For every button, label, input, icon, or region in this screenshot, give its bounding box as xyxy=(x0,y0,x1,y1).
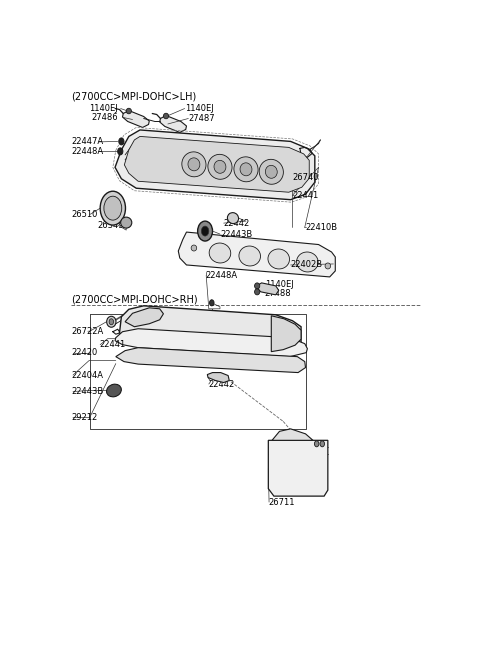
Polygon shape xyxy=(120,306,301,355)
Text: 22448A: 22448A xyxy=(205,271,237,280)
Text: 26740: 26740 xyxy=(292,173,319,182)
Polygon shape xyxy=(115,130,315,200)
Ellipse shape xyxy=(254,283,260,289)
Ellipse shape xyxy=(234,157,258,182)
Text: 22410B: 22410B xyxy=(305,223,337,232)
Polygon shape xyxy=(268,441,328,496)
Polygon shape xyxy=(116,347,305,373)
Polygon shape xyxy=(122,111,149,127)
Text: 22448A: 22448A xyxy=(71,147,103,156)
Ellipse shape xyxy=(107,384,121,397)
Text: 26722A: 26722A xyxy=(71,327,103,336)
Text: 26510: 26510 xyxy=(71,210,97,219)
Ellipse shape xyxy=(325,263,331,269)
Ellipse shape xyxy=(268,249,289,269)
Ellipse shape xyxy=(202,226,209,236)
Polygon shape xyxy=(160,116,186,133)
Ellipse shape xyxy=(119,138,124,145)
Ellipse shape xyxy=(209,243,231,263)
Text: 26711: 26711 xyxy=(268,498,295,507)
Ellipse shape xyxy=(208,155,232,179)
Text: 27487: 27487 xyxy=(188,114,215,123)
Text: (2700CC>MPI-DOHC>LH): (2700CC>MPI-DOHC>LH) xyxy=(71,92,196,102)
Polygon shape xyxy=(124,137,309,192)
Ellipse shape xyxy=(188,158,200,171)
Text: 22441: 22441 xyxy=(292,191,319,200)
Ellipse shape xyxy=(100,192,125,225)
Ellipse shape xyxy=(198,221,213,241)
Ellipse shape xyxy=(163,113,168,119)
Ellipse shape xyxy=(182,152,206,177)
Ellipse shape xyxy=(297,252,318,272)
Text: 22447A: 22447A xyxy=(71,137,103,146)
Ellipse shape xyxy=(239,246,261,266)
Polygon shape xyxy=(271,316,301,352)
Ellipse shape xyxy=(214,160,226,173)
Text: 27488: 27488 xyxy=(264,289,291,298)
Ellipse shape xyxy=(126,108,132,114)
Ellipse shape xyxy=(314,441,319,447)
Ellipse shape xyxy=(107,316,116,327)
Text: 22443B: 22443B xyxy=(71,387,103,396)
Text: 22404A: 22404A xyxy=(71,371,103,380)
Text: 1140EJ: 1140EJ xyxy=(89,104,118,113)
Ellipse shape xyxy=(320,441,324,447)
Ellipse shape xyxy=(259,159,283,184)
Ellipse shape xyxy=(109,319,114,325)
Polygon shape xyxy=(178,232,335,277)
Text: 1140EJ: 1140EJ xyxy=(264,280,293,289)
Polygon shape xyxy=(115,329,307,356)
Ellipse shape xyxy=(104,196,122,220)
Text: 27486: 27486 xyxy=(91,113,118,122)
Text: 22402B: 22402B xyxy=(290,261,323,269)
Text: 22442: 22442 xyxy=(209,380,235,389)
Ellipse shape xyxy=(118,148,123,155)
Text: 1140EJ: 1140EJ xyxy=(185,104,214,113)
Text: 22443B: 22443B xyxy=(220,230,252,239)
Text: 22442: 22442 xyxy=(224,219,250,228)
Ellipse shape xyxy=(120,217,132,228)
Polygon shape xyxy=(125,308,163,327)
Text: 29212: 29212 xyxy=(71,413,97,422)
Polygon shape xyxy=(207,373,229,382)
Text: 22441: 22441 xyxy=(99,340,125,349)
Polygon shape xyxy=(256,283,279,295)
Ellipse shape xyxy=(191,245,197,251)
Ellipse shape xyxy=(265,166,277,179)
Text: (2700CC>MPI-DOHC>RH): (2700CC>MPI-DOHC>RH) xyxy=(71,294,198,304)
Ellipse shape xyxy=(240,163,252,176)
Text: 22420: 22420 xyxy=(71,348,97,357)
Text: 26349: 26349 xyxy=(97,221,124,230)
Polygon shape xyxy=(272,429,313,441)
Ellipse shape xyxy=(210,300,214,306)
Ellipse shape xyxy=(254,289,260,295)
Ellipse shape xyxy=(228,213,239,224)
